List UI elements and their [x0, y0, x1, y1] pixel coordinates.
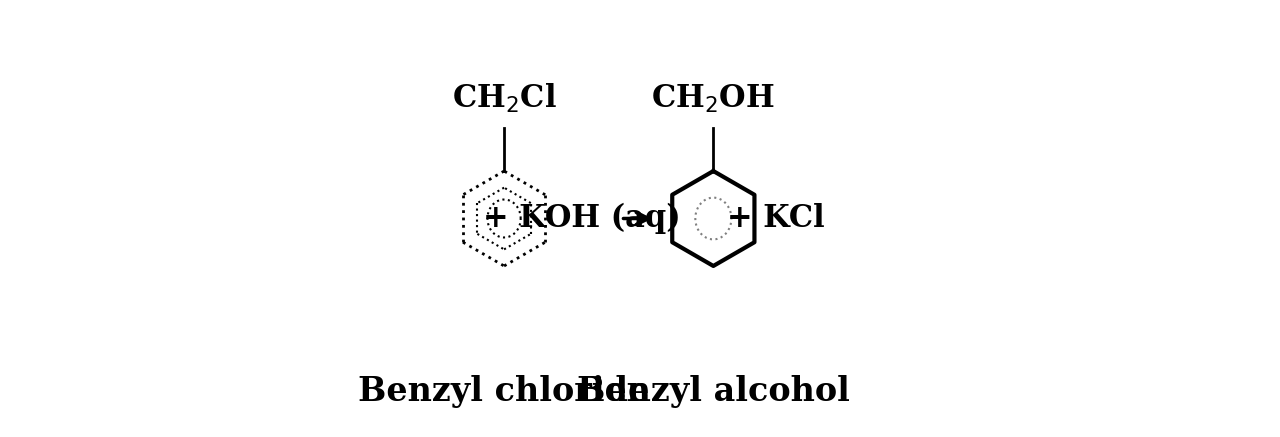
Text: Benzyl chloride: Benzyl chloride	[358, 375, 650, 408]
Text: + KOH (aq): + KOH (aq)	[483, 203, 681, 234]
Text: CH$_2$OH: CH$_2$OH	[652, 83, 776, 115]
Text: + KCl: + KCl	[727, 203, 824, 234]
Text: CH$_2$Cl: CH$_2$Cl	[452, 82, 557, 115]
Text: Benzyl alcohol: Benzyl alcohol	[577, 375, 850, 408]
